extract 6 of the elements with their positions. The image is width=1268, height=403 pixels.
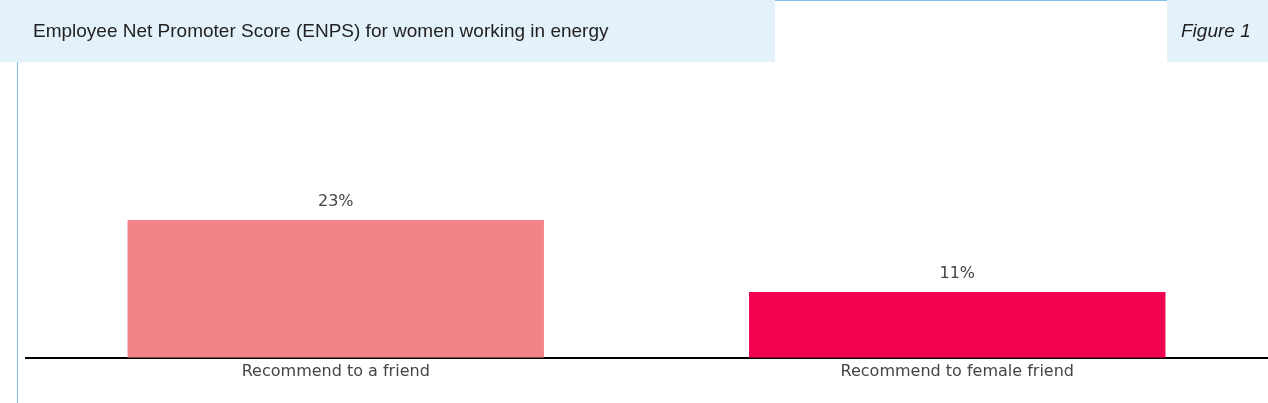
caption: Figure 1 xyxy=(1167,0,1268,62)
chart-title: Employee Net Promoter Score (ENPS) for women working in energy xyxy=(0,0,775,62)
data-label: 11% xyxy=(939,263,976,283)
x-tick-label: Recommend to female friend xyxy=(840,360,1074,380)
x-tick-label: Recommend to a friend xyxy=(241,360,430,380)
data-label: 23% xyxy=(317,191,354,211)
